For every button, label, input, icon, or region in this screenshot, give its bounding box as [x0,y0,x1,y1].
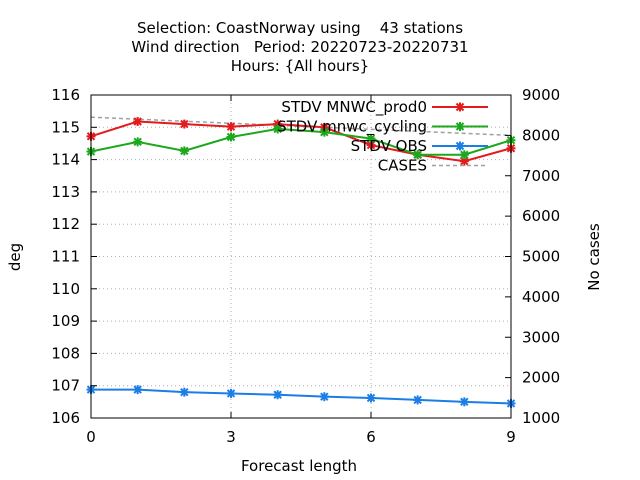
legend-label: CASES [378,157,427,175]
y-tick-label: 113 [51,183,80,201]
series-stdv-obs-point [273,390,283,400]
title-line-3: Hours: {All hours} [231,57,369,75]
y-tick-label: 107 [51,377,80,395]
title-line-2: Wind direction Period: 20220723-20220731 [131,38,468,56]
series-stdv-obs-line [91,388,512,405]
y-tick-label: 110 [51,280,80,298]
series-stdv-obs [86,385,516,408]
legend-entry: CASES [378,157,488,175]
y2-tick-label: 5000 [522,248,560,266]
x-tick-label: 0 [86,428,96,446]
y2-tick-label: 7000 [522,167,560,185]
series-stdv-mnwc-cycling-point [273,124,283,134]
x-tick-label: 3 [226,428,236,446]
legend-entry: STDV OBS [351,137,488,155]
series-stdv-mnwc-prod0-point [179,119,189,129]
y2-tick-label: 6000 [522,207,560,225]
y-tick-label: 108 [51,344,80,362]
legend-label: STDV OBS [351,137,427,155]
legend-marker [455,122,465,131]
x-tick-label: 6 [366,428,376,446]
series-stdv-mnwc-cycling [86,124,516,160]
series-stdv-mnwc-prod0-point [133,116,143,126]
series-stdv-mnwc-cycling-point [319,127,329,137]
series-stdv-mnwc-cycling-point [459,150,469,160]
y-axis-label: deg [6,243,24,271]
x-axis-label: Forecast length [241,457,357,475]
y2-tick-label: 8000 [522,126,560,144]
series-stdv-mnwc-prod0-line [90,120,512,163]
legend-entry: STDV MNWC_prod0 [281,98,488,117]
y-tick-label: 116 [51,86,80,104]
series-stdv-mnwc-cycling-point [366,134,376,144]
series-stdv-obs-point [459,397,469,407]
legend-marker [455,141,465,151]
axes [90,94,512,419]
grid [91,95,511,418]
series-stdv-mnwc-cycling-point [133,137,143,147]
y2-tick-label: 9000 [522,86,560,104]
series-stdv-obs-point [226,388,236,398]
series-stdv-mnwc-cycling-point [179,146,189,156]
x-tick-label: 9 [506,428,516,446]
series-stdv-mnwc-cycling-point [226,132,236,142]
y2-tick-label: 2000 [522,369,560,387]
y-tick-label: 109 [51,312,80,330]
series-stdv-obs-point [366,393,376,403]
chart-title: Selection: CoastNorway using 43 stations… [131,19,468,75]
series-stdv-obs-point [413,395,423,405]
legend-label: STDV mnwc_cycling [277,118,427,137]
y-tick-label: 111 [51,248,80,266]
y-tick-label: 114 [51,151,80,169]
legend-marker [455,102,465,112]
y-tick-label: 106 [51,409,80,427]
y2-tick-label: 1000 [522,409,560,427]
title-line-1: Selection: CoastNorway using 43 stations [137,19,463,37]
tick-labels: 106 107 108 109 110 111 112 113 114 115 116 1000 200… [51,86,560,446]
y-tick-label: 112 [51,215,80,233]
legend-label: STDV MNWC_prod0 [281,98,427,117]
y2-tick-label: 4000 [522,288,560,306]
series-stdv-mnwc-prod0-point [226,122,236,132]
y2-tick-label: 3000 [522,328,560,346]
y2-axis-label: No cases [585,223,603,291]
series-layer [86,116,516,408]
series-stdv-obs-point [179,387,189,397]
series-stdv-mnwc-cycling-line [90,127,512,156]
y-tick-label: 115 [51,118,80,136]
series-stdv-mnwc-cycling-point [413,150,423,160]
series-stdv-obs-point [133,385,143,395]
series-stdv-obs-point [319,392,329,402]
series-stdv-mnwc-prod0-point [459,156,469,166]
legend-entry: STDV mnwc_cycling [277,118,488,137]
